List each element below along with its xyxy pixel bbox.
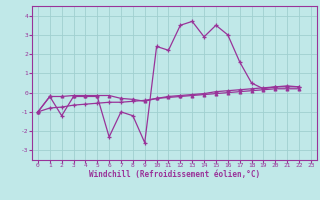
X-axis label: Windchill (Refroidissement éolien,°C): Windchill (Refroidissement éolien,°C) xyxy=(89,170,260,179)
